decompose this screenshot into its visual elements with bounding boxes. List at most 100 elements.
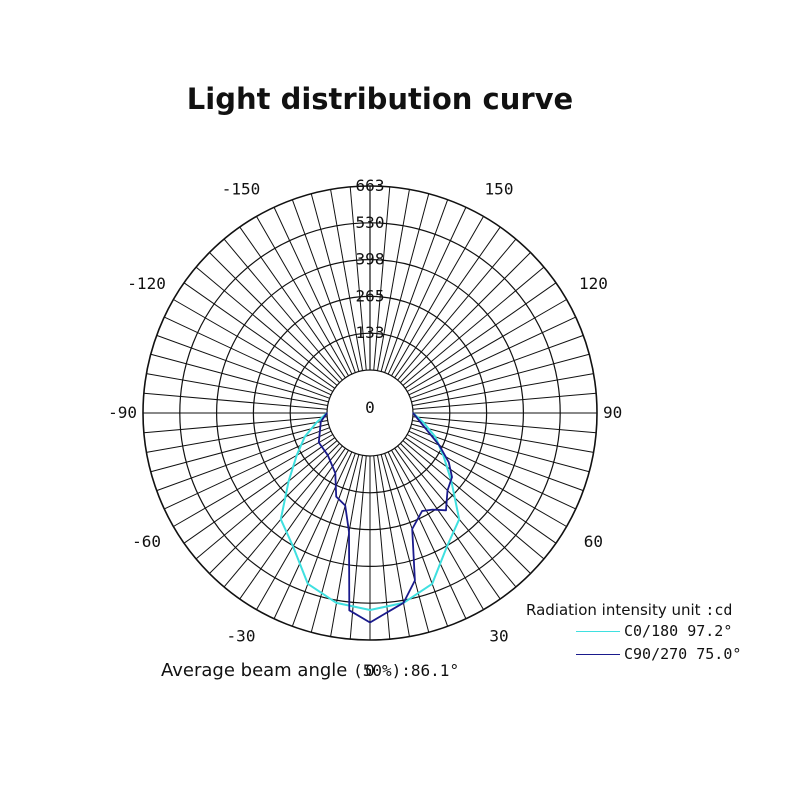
data-point	[327, 454, 329, 456]
angle-label: 60	[584, 532, 603, 551]
data-point	[421, 510, 423, 512]
grid-spoke	[376, 189, 410, 371]
average-beam-angle: Average beam angle (50%):86.1°	[161, 660, 459, 681]
grid-spoke	[384, 199, 449, 373]
grid-spoke	[223, 238, 343, 381]
angle-label: -150	[222, 180, 261, 199]
data-point	[446, 545, 448, 547]
polar-labels: 0 133 265 398 530 663 0 30 60 90 120 150 -30 -60 -90 -1…	[108, 176, 622, 680]
legend-series-name: C0/180	[624, 622, 679, 640]
grid-spoke	[223, 445, 343, 588]
grid-spoke	[143, 416, 328, 434]
unit-text: Radiation intensity unit	[526, 601, 701, 619]
grid-spoke	[394, 447, 501, 600]
grid-spoke	[183, 282, 336, 389]
angle-label: 150	[485, 180, 514, 199]
grid-spoke	[402, 440, 545, 560]
data-point	[280, 518, 282, 520]
grid-spoke	[387, 451, 467, 619]
data-point	[438, 444, 440, 446]
grid-spoke	[173, 434, 334, 527]
data-point	[296, 454, 298, 456]
grid-spoke	[291, 199, 356, 373]
grid-spoke	[256, 449, 349, 610]
data-point	[424, 427, 426, 429]
grid-spoke	[412, 419, 594, 453]
angle-label: -60	[132, 532, 161, 551]
data-point	[431, 583, 433, 585]
data-point	[320, 421, 322, 423]
data-point	[442, 454, 444, 456]
data-point	[307, 583, 309, 585]
data-point	[422, 421, 424, 423]
grid-spoke	[404, 282, 557, 389]
grid-spoke	[349, 455, 367, 640]
angle-label: 30	[489, 626, 508, 645]
beam-angle-label: Average beam angle	[161, 660, 348, 681]
data-point	[369, 621, 371, 624]
legend-entry-c0: C0/180 97.2°	[526, 621, 796, 642]
grid-spoke	[391, 449, 484, 610]
data-point	[326, 412, 328, 414]
radial-tick-label: 133	[356, 323, 385, 342]
data-point	[304, 436, 306, 438]
data-point	[344, 504, 346, 507]
grid-spoke	[146, 373, 328, 407]
angle-label: -30	[227, 626, 256, 645]
chart-title: Light distribution curve	[186, 82, 574, 116]
angle-label: -120	[127, 274, 166, 293]
grid-spoke	[256, 216, 349, 377]
angle-label: 90	[603, 403, 622, 422]
grid-spoke	[410, 427, 584, 492]
beam-angle-value: (50%):86.1°	[353, 661, 460, 680]
legend-entry-c90: C90/270 75.0°	[526, 644, 796, 665]
grid-spoke	[376, 455, 410, 637]
legend-text-c0: C0/180 97.2°	[624, 622, 732, 640]
legend: Radiation intensity unit :cd C0/180 97.2…	[526, 601, 796, 665]
grid-spoke	[412, 373, 594, 407]
grid-spoke	[273, 207, 353, 375]
grid-spoke	[408, 316, 576, 396]
grid-spoke	[156, 427, 330, 492]
data-point	[446, 489, 449, 492]
data-point	[445, 509, 447, 511]
grid-spoke	[173, 299, 334, 392]
grid-spoke	[397, 445, 517, 588]
radial-tick-label: 530	[356, 213, 385, 232]
grid-spoke	[310, 193, 360, 372]
grid-spoke	[404, 437, 557, 544]
data-point	[369, 609, 371, 611]
grid-spoke	[330, 189, 364, 371]
angle-label: 0	[365, 661, 375, 680]
grid-spoke	[291, 453, 356, 627]
grid-spoke	[380, 193, 430, 372]
data-point	[287, 480, 290, 482]
grid-spoke	[406, 434, 567, 527]
grid-spoke	[391, 216, 484, 377]
grid-spoke	[406, 299, 567, 392]
grid-spoke	[156, 334, 330, 399]
legend-text-c90: C90/270 75.0°	[624, 645, 741, 663]
data-point	[402, 602, 405, 604]
unit-label: Radiation intensity unit :cd	[526, 601, 796, 619]
grid-spoke	[412, 392, 597, 410]
grid-spoke	[400, 252, 531, 383]
legend-swatch-c0	[576, 631, 620, 632]
data-point	[448, 461, 450, 463]
grid-spoke	[373, 455, 391, 640]
grid-spoke	[410, 334, 584, 399]
grid-spoke	[143, 392, 328, 410]
grid-spoke	[330, 455, 364, 637]
grid-spoke	[183, 437, 336, 544]
data-point	[292, 545, 294, 547]
data-point	[348, 609, 350, 611]
grid-spoke	[150, 353, 329, 403]
grid-spoke	[400, 443, 531, 574]
grid-spoke	[164, 430, 332, 510]
angle-label: 120	[579, 274, 608, 293]
radial-tick-label: 265	[356, 286, 385, 305]
data-point	[434, 436, 436, 438]
grid-spoke	[150, 423, 329, 473]
grid-spoke	[411, 423, 590, 473]
